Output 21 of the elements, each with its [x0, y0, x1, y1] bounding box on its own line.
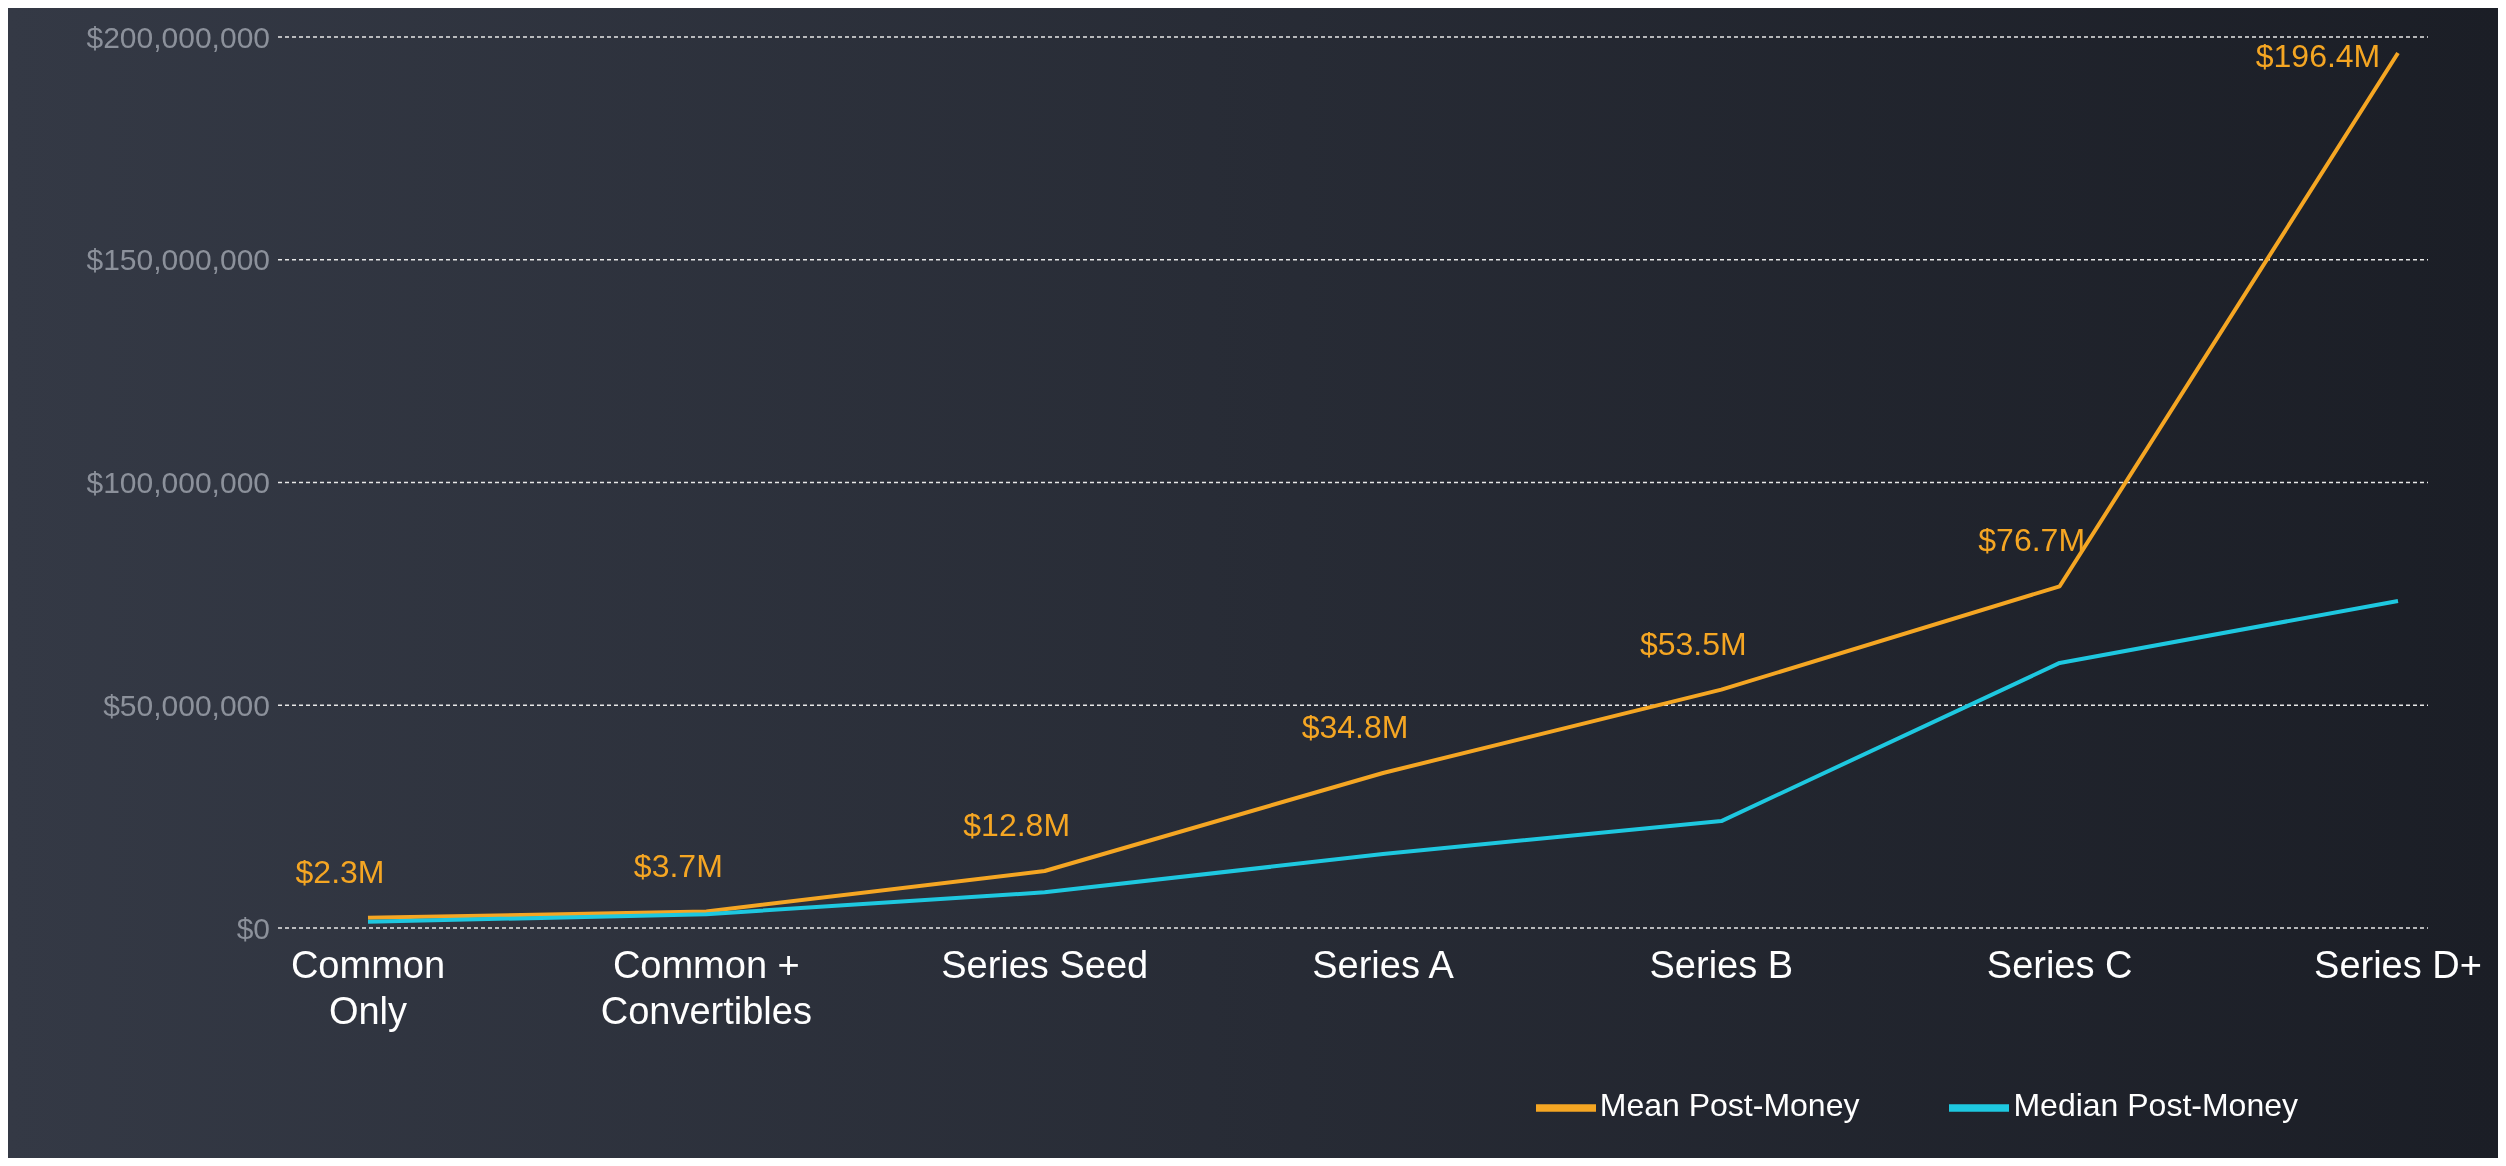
x-tick-label: Series B — [1649, 944, 1794, 986]
y-tick-label: $150,000,000 — [86, 243, 270, 277]
data-label: $2.3M — [295, 853, 385, 890]
data-label: $12.8M — [963, 806, 1071, 843]
x-tick-label: Series A — [1312, 944, 1455, 986]
data-label: $196.4M — [2255, 38, 2381, 75]
y-tick-label: $200,000,000 — [86, 20, 270, 54]
legend-label: Median Post-Money — [2013, 1087, 2298, 1124]
x-tick-label: Common + Convertibles — [600, 944, 812, 1032]
x-tick-label: Common Only — [290, 944, 446, 1032]
x-tick-label: Series D+ — [2314, 944, 2482, 986]
data-label: $76.7M — [1978, 522, 2086, 559]
y-tick-label: $100,000,000 — [86, 466, 270, 500]
legend-label: Mean Post-Money — [1599, 1087, 1860, 1124]
x-tick-label: Series C — [1986, 944, 2133, 986]
data-label: $3.7M — [633, 847, 723, 884]
y-tick-label: $0 — [236, 911, 270, 945]
data-label: $53.5M — [1639, 625, 1747, 662]
x-tick-label: Series Seed — [941, 944, 1149, 986]
data-label: $34.8M — [1301, 708, 1409, 745]
y-tick-label: $50,000,000 — [103, 688, 270, 722]
